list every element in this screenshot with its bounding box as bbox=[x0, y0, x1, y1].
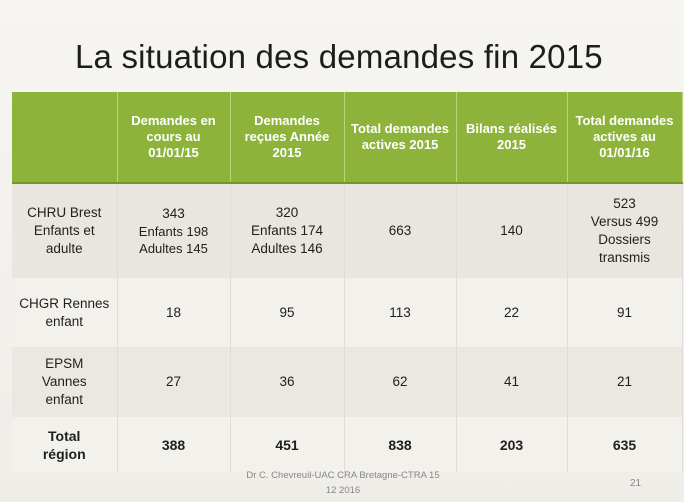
cell-in-progress: 343 Enfants 198 Adultes 145 bbox=[117, 183, 231, 278]
row-label-line: EPSM bbox=[45, 356, 84, 371]
header-cell-assessments: Bilans réalisés 2015 bbox=[456, 92, 568, 184]
cell-received: 36 bbox=[230, 347, 345, 417]
cell-received: 320 Enfants 174 Adultes 146 bbox=[230, 183, 345, 278]
row-label-line: enfant bbox=[45, 392, 84, 407]
cell-total-active: 838 bbox=[344, 417, 457, 472]
row-label-line: région bbox=[42, 445, 86, 462]
row-label-line: enfant bbox=[45, 313, 84, 329]
row-label-line: Enfants et bbox=[33, 223, 95, 238]
page-number: 21 bbox=[630, 478, 642, 489]
cell-assessments: 140 bbox=[456, 183, 568, 278]
cell-detail: Dossiers bbox=[598, 232, 651, 247]
cell-total-active-2016: 21 bbox=[567, 347, 683, 417]
cell-detail: Enfants 174 bbox=[250, 223, 324, 238]
cell-in-progress: 27 bbox=[117, 347, 231, 417]
row-label-line: adulte bbox=[45, 241, 83, 256]
header-cell-in-progress: Demandes en cours au 01/01/15 bbox=[117, 92, 231, 184]
row-label-line: CHRU Brest bbox=[27, 205, 102, 220]
row-label-line: Vannes bbox=[41, 374, 87, 389]
slide-title: La situation des demandes fin 2015 bbox=[75, 38, 603, 75]
table-row: CHRU Brest Enfants et adulte 343 Enfants… bbox=[12, 183, 683, 278]
table-row: EPSM Vannes enfant 27 36 62 41 21 bbox=[12, 347, 683, 417]
cell-detail: Adultes 146 bbox=[251, 241, 323, 256]
row-label-line: CHGR Rennes bbox=[19, 295, 110, 311]
cell-detail: Adultes 145 bbox=[139, 241, 208, 256]
header-cell-total-active: Total demandes actives 2015 bbox=[344, 92, 457, 184]
cell-assessments: 22 bbox=[456, 278, 568, 347]
cell-value: 320 bbox=[275, 205, 299, 220]
cell-value: 343 bbox=[162, 206, 185, 221]
slide-footer: Dr C. Chevreuil-UAC CRA Bretagne-CTRA 15… bbox=[238, 468, 448, 498]
row-label: EPSM Vannes enfant bbox=[12, 347, 118, 417]
row-label: Total région bbox=[12, 417, 118, 472]
cell-received: 95 bbox=[230, 278, 345, 347]
header-cell-total-active-2016: Total demandes actives au 01/01/16 bbox=[567, 92, 683, 184]
cell-total-active-2016: 91 bbox=[567, 278, 683, 347]
header-cell-empty bbox=[12, 92, 118, 184]
cell-total-active-2016: 523 Versus 499 Dossiers transmis bbox=[567, 183, 683, 278]
cell-in-progress: 388 bbox=[117, 417, 231, 472]
row-label: CHRU Brest Enfants et adulte bbox=[12, 183, 118, 278]
cell-detail: transmis bbox=[598, 250, 650, 265]
row-label: CHGR Rennes enfant bbox=[12, 278, 118, 347]
cell-total-active-2016: 635 bbox=[567, 417, 683, 472]
cell-in-progress: 18 bbox=[117, 278, 231, 347]
cell-detail: Enfants 198 bbox=[138, 224, 209, 239]
cell-value: 523 bbox=[613, 196, 636, 211]
cell-assessments: 41 bbox=[456, 347, 568, 417]
cell-assessments: 203 bbox=[456, 417, 568, 472]
row-label-line: Total bbox=[48, 427, 81, 444]
demand-table: Demandes en cours au 01/01/15 Demandes r… bbox=[12, 92, 683, 472]
cell-detail: Versus 499 bbox=[590, 214, 659, 229]
footer-line: 12 2016 bbox=[325, 485, 361, 496]
cell-received: 451 bbox=[230, 417, 345, 472]
cell-total-active: 113 bbox=[344, 278, 457, 347]
table-row: CHGR Rennes enfant 18 95 113 22 91 bbox=[12, 278, 683, 347]
header-cell-received: Demandes reçues Année 2015 bbox=[230, 92, 345, 184]
cell-total-active: 62 bbox=[344, 347, 457, 417]
table-header-row: Demandes en cours au 01/01/15 Demandes r… bbox=[12, 92, 683, 184]
cell-total-active: 663 bbox=[344, 183, 457, 278]
table-row-total: Total région 388 451 838 203 635 bbox=[12, 417, 683, 472]
footer-line: Dr C. Chevreuil-UAC CRA Bretagne-CTRA 15 bbox=[246, 470, 440, 481]
